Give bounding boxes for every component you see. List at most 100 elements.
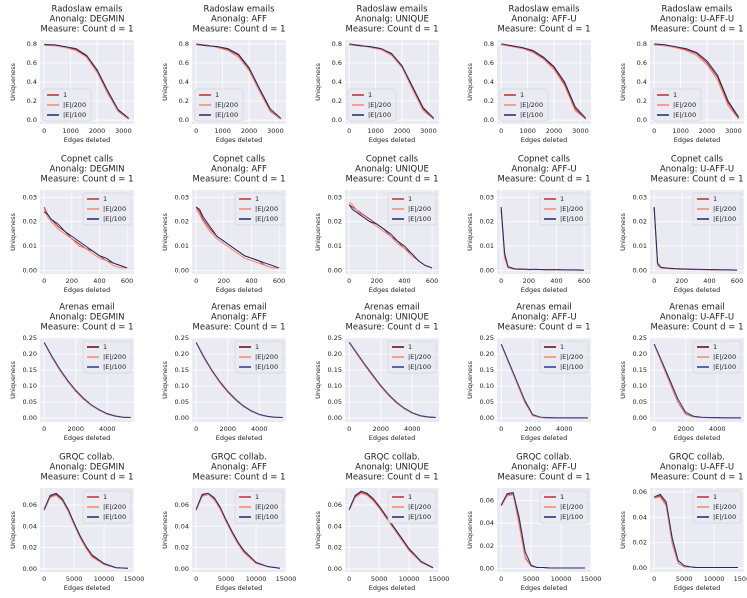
y-axis-label: Uniqueness [9,212,17,250]
chart-title: Anonalg: UNIQUE [355,463,429,473]
chart-title: Anonalg: AFF-U [511,313,576,323]
x-tick-label: 10000 [246,575,267,583]
legend-label: |E|/200 [103,353,126,361]
y-tick-label: 0.4 [484,78,494,86]
legend: 1 |E|/200 |E|/100 [387,490,437,524]
x-tick-label: 1000 [214,127,231,135]
x-tick-label: 400 [703,277,715,285]
series-line [501,43,587,119]
series-line [196,43,282,119]
x-axis-label: Edges deleted [216,286,262,294]
y-tick-label: 0.02 [633,218,647,226]
y-tick-label: 0.05 [480,398,494,406]
legend-box [82,340,132,374]
series-line [501,44,587,120]
chart-title: Copnet calls [671,155,724,165]
y-axis-label: Uniqueness [466,360,474,398]
legend: 1 |E|/200 |E|/100 [234,490,284,524]
legend-label: |E|/200 [255,205,278,213]
series-line [195,209,280,269]
y-tick-label: 0.15 [23,366,37,374]
legend-label: |E|/100 [713,215,736,223]
y-axis-label: Uniqueness [161,510,169,548]
legend-label: 1 [520,91,524,99]
series-line [349,43,435,119]
legend: 1 |E|/200 |E|/100 [234,192,284,226]
x-tick-label: 200 [523,277,535,285]
y-axis-label: Uniqueness [161,212,169,250]
y-axis-label: Uniqueness [161,360,169,398]
legend-label: |E|/200 [255,353,278,361]
y-tick-label: 0.25 [23,334,37,342]
x-tick-label: 200 [218,277,230,285]
chart-title: Measure: Count d = 1 [498,175,591,185]
y-tick-label: 0.06 [633,488,647,496]
legend: 1 |E|/200 |E|/100 [347,88,397,122]
legend-label: |E|/200 [215,101,238,109]
y-axis-label: Uniqueness [466,62,474,100]
legend-label: |E|/100 [103,215,126,223]
legend-label: |E|/200 [713,503,736,511]
y-tick-label: 0.2 [27,97,37,105]
x-axis-label: Edges deleted [216,584,262,592]
x-tick-label: 600 [731,277,743,285]
y-tick-label: 0.8 [332,40,342,48]
x-tick-label: 0 [652,127,656,135]
chart-title: Measure: Count d = 1 [346,25,439,35]
legend: 1 |E|/200 |E|/100 [82,192,132,226]
series-line [500,207,585,271]
series-line [348,491,434,569]
legend-label: |E|/200 [408,353,431,361]
chart-title: Measure: Count d = 1 [346,175,439,185]
x-axis-label: Edges deleted [674,286,720,294]
y-tick-label: 0.20 [23,350,37,358]
legend-box [234,192,284,226]
y-tick-label: 0.00 [23,414,37,422]
y-tick-label: 0.03 [328,193,342,201]
legend-label: 1 [713,493,717,501]
legend-label: 1 [255,195,259,203]
x-tick-label: 0 [194,425,198,433]
x-axis-label: Edges deleted [64,584,110,592]
legend: 1 |E|/200 |E|/100 [652,88,702,122]
y-tick-label: 0.4 [637,78,647,86]
x-tick-label: 0 [42,575,46,583]
chart-title: Arenas email [59,303,115,313]
legend-label: |E|/100 [713,513,736,521]
series-line [43,494,129,569]
y-tick-label: 0.06 [328,501,342,509]
y-tick-label: 0.00 [175,266,189,274]
x-tick-label: 0 [347,425,351,433]
chart-title: Anonalg: AFF [211,313,267,323]
legend-box [234,490,284,524]
x-tick-label: 3000 [267,127,284,135]
legend-label: |E|/200 [103,503,126,511]
series-line [43,211,128,269]
series-line [195,493,281,569]
chart-title: Measure: Count d = 1 [193,25,286,35]
x-tick-label: 400 [245,277,257,285]
x-tick-label: 3000 [725,127,742,135]
chart-title: Measure: Count d = 1 [41,25,134,35]
chart-title: Measure: Count d = 1 [346,323,439,333]
chart-title: Anonalg: UNIQUE [355,313,429,323]
y-axis-label: Uniqueness [619,510,627,548]
chart-title: GRQC collab. [59,453,115,463]
y-tick-label: 0.02 [480,218,494,226]
legend-label: 1 [713,195,717,203]
x-tick-label: 10000 [399,575,420,583]
legend: 1 |E|/200 |E|/100 [82,340,132,374]
chart-title: Measure: Count d = 1 [193,175,286,185]
x-tick-label: 2000 [67,425,84,433]
x-tick-label: 0 [194,277,198,285]
y-tick-label: 0.0 [637,116,647,124]
series-line [195,492,281,569]
y-axis-label: Uniqueness [9,510,17,548]
chart-title: GRQC collab. [669,453,725,463]
